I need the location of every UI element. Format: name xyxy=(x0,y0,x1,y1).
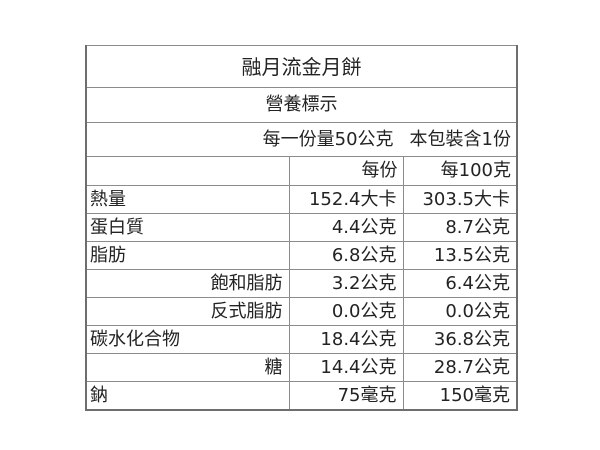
nutrient-per-100g: 13.5公克 xyxy=(402,241,518,270)
serving-size: 每一份量50公克 xyxy=(262,128,394,150)
column-header-per-serving: 每份 xyxy=(288,156,404,186)
table-row: 鈉 75毫克 150毫克 xyxy=(85,381,518,411)
table-row: 飽和脂肪 3.2公克 6.4公克 xyxy=(85,269,518,298)
nutrient-per-serving: 75毫克 xyxy=(288,381,404,411)
nutrient-name: 熱量 xyxy=(85,185,290,214)
nutrient-name: 飽和脂肪 xyxy=(85,269,290,298)
column-header-per-100g: 每100克 xyxy=(402,156,518,186)
nutrient-per-serving: 18.4公克 xyxy=(288,325,404,354)
table-row: 碳水化合物 18.4公克 36.8公克 xyxy=(85,325,518,354)
table-row: 反式脂肪 0.0公克 0.0公克 xyxy=(85,297,518,326)
product-title: 融月流金月餅 xyxy=(85,45,518,88)
column-header-row: 每份 每100克 xyxy=(85,156,518,186)
nutrient-per-100g: 28.7公克 xyxy=(402,353,518,382)
table-row: 糖 14.4公克 28.7公克 xyxy=(85,353,518,382)
table-row: 脂肪 6.8公克 13.5公克 xyxy=(85,241,518,270)
nutrient-per-100g: 303.5大卡 xyxy=(402,185,518,214)
nutrient-per-serving: 14.4公克 xyxy=(288,353,404,382)
section-title-row: 營養標示 xyxy=(85,87,518,123)
nutrition-table: 融月流金月餅 營養標示 每一份量50公克 本包裝含1份 每份 每100克 熱量 1… xyxy=(85,45,518,411)
nutrition-table-body: 融月流金月餅 營養標示 每一份量50公克 本包裝含1份 每份 每100克 熱量 1… xyxy=(85,45,518,411)
nutrient-per-100g: 8.7公克 xyxy=(402,213,518,242)
nutrient-name: 脂肪 xyxy=(85,241,290,270)
nutrient-name: 糖 xyxy=(85,353,290,382)
nutrient-per-serving: 6.8公克 xyxy=(288,241,404,270)
nutrient-per-100g: 6.4公克 xyxy=(402,269,518,298)
nutrition-label: 融月流金月餅 營養標示 每一份量50公克 本包裝含1份 每份 每100克 熱量 1… xyxy=(85,45,518,411)
nutrient-per-100g: 150毫克 xyxy=(402,381,518,411)
nutrient-name: 鈉 xyxy=(85,381,290,411)
servings-per-container: 本包裝含1份 xyxy=(409,128,511,150)
column-header-name xyxy=(85,156,290,186)
nutrient-name: 反式脂肪 xyxy=(85,297,290,326)
nutrient-per-serving: 3.2公克 xyxy=(288,269,404,298)
section-title: 營養標示 xyxy=(85,87,518,123)
nutrient-per-serving: 4.4公克 xyxy=(288,213,404,242)
nutrient-per-serving: 0.0公克 xyxy=(288,297,404,326)
serving-info-row: 每一份量50公克 本包裝含1份 xyxy=(85,122,518,157)
nutrient-name: 碳水化合物 xyxy=(85,325,290,354)
serving-info: 每一份量50公克 本包裝含1份 xyxy=(85,122,518,157)
nutrient-per-100g: 0.0公克 xyxy=(402,297,518,326)
nutrient-name: 蛋白質 xyxy=(85,213,290,242)
table-row: 蛋白質 4.4公克 8.7公克 xyxy=(85,213,518,242)
nutrient-per-serving: 152.4大卡 xyxy=(288,185,404,214)
table-row: 熱量 152.4大卡 303.5大卡 xyxy=(85,185,518,214)
product-title-row: 融月流金月餅 xyxy=(85,45,518,88)
nutrient-per-100g: 36.8公克 xyxy=(402,325,518,354)
